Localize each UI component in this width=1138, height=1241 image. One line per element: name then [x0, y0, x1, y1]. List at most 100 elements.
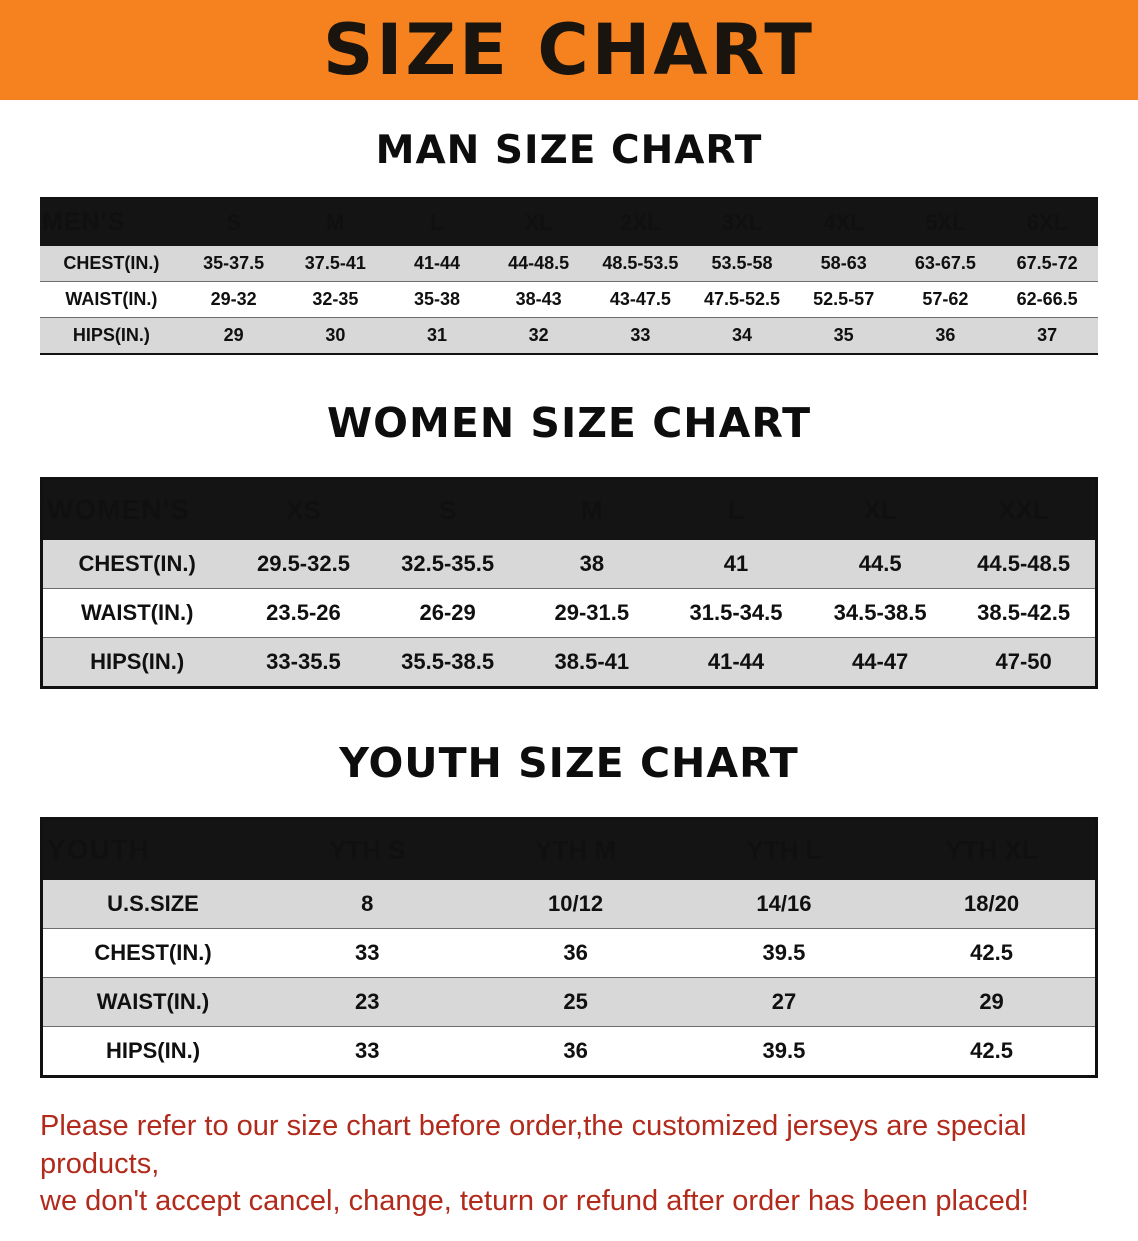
row-label-cell: U.S.SIZE [107, 891, 199, 916]
value-cell: 33 [630, 325, 651, 345]
row-label-cell: HIPS(IN.) [90, 649, 185, 674]
size-header-cell: S [438, 494, 457, 525]
value-cell: 53.5-58 [711, 253, 773, 273]
table-header-row: YOUTH YTH S YTH M YTH L YTH XL [41, 818, 1097, 880]
size-header-cell: XL [524, 209, 553, 235]
value-cell: 29 [223, 325, 244, 345]
men-size-table: MEN'S S M L XL 2XL 3XL 4XL 5XL 6XL CHEST(IN.) 35-37… [40, 197, 1098, 355]
value-cell: 35-37.5 [203, 253, 265, 273]
value-cell: 32 [528, 325, 549, 345]
value-cell: 29.5-32.5 [256, 551, 350, 576]
table-row: HIPS(IN.) 29 30 31 32 33 34 35 36 37 [40, 317, 1098, 354]
value-cell: 35 [833, 325, 854, 345]
value-cell: 39.5 [762, 940, 806, 965]
value-cell: 44-47 [852, 649, 909, 674]
value-cell: 25 [563, 989, 588, 1014]
value-cell: 34 [732, 325, 753, 345]
row-label-cell: WAIST(IN.) [65, 289, 158, 309]
size-chart-banner: SIZE CHART [0, 0, 1138, 100]
size-table: MEN'S S M L XL 2XL 3XL 4XL 5XL 6XL CHEST(IN.) 35-37… [40, 197, 1098, 355]
value-cell: 29-32 [210, 289, 257, 309]
value-cell: 63-67.5 [914, 253, 976, 273]
value-cell: 32.5-35.5 [401, 551, 495, 576]
value-cell: 43-47.5 [609, 289, 671, 309]
value-cell: 35.5-38.5 [401, 649, 495, 674]
value-cell: 38-43 [515, 289, 562, 309]
value-cell: 10/12 [548, 891, 604, 916]
size-header-cell: 2XL [620, 209, 661, 235]
row-label-cell: WAIST(IN.) [80, 600, 194, 625]
size-header-cell: L [430, 209, 444, 235]
size-header-cell: S [226, 209, 241, 235]
disclaimer-line-2: we don't accept cancel, change, teturn o… [40, 1185, 1029, 1218]
value-cell: 41-44 [413, 253, 461, 273]
size-header-cell: XXL [998, 494, 1049, 525]
value-cell: 34.5-38.5 [833, 600, 927, 625]
value-cell: 33 [354, 940, 380, 965]
table-title-cell: YOUTH [47, 834, 150, 865]
women-size-table: WOMEN'S XS S M L XL XXL CHEST(IN.) 29.5-32.5 32.5… [40, 477, 1098, 689]
table-row: CHEST(IN.) 29.5-32.5 32.5-35.5 38 41 44.5 44.5… [41, 540, 1097, 589]
value-cell: 31 [426, 325, 448, 345]
disclaimer-text: Please refer to our size chart before or… [40, 1108, 1098, 1221]
size-header-cell: YTH XL [945, 834, 1038, 865]
table-row: WAIST(IN.) 29-32 32-35 35-38 38-43 43-47.5 47.… [40, 281, 1098, 318]
value-cell: 32-35 [312, 289, 359, 309]
value-cell: 57-62 [922, 289, 969, 309]
value-cell: 23 [354, 989, 380, 1014]
row-label-cell: HIPS(IN.) [72, 325, 150, 345]
value-cell: 41-44 [707, 649, 765, 674]
table-title-cell: MEN'S [42, 208, 126, 236]
value-cell: 41 [723, 551, 749, 576]
value-cell: 44.5 [858, 551, 902, 576]
value-cell: 37 [1037, 325, 1058, 345]
value-cell: 29 [979, 989, 1004, 1014]
table-row: CHEST(IN.) 33 36 39.5 42.5 [41, 928, 1097, 978]
table-row: CHEST(IN.) 35-37.5 37.5-41 41-44 44-48.5 48.5… [40, 246, 1098, 282]
table-row: HIPS(IN.) 33-35.5 35.5-38.5 38.5-41 41-44 44-… [41, 637, 1097, 688]
size-header-cell: 4XL [823, 209, 864, 235]
youth-section-heading: YOUTH SIZE CHART [339, 739, 799, 787]
value-cell: 33 [354, 1038, 380, 1063]
value-cell: 29-31.5 [554, 600, 630, 625]
value-cell: 44.5-48.5 [977, 551, 1071, 576]
size-header-cell: M [580, 494, 603, 525]
value-cell: 44-48.5 [508, 253, 570, 273]
disclaimer-line-1: Please refer to our size chart before or… [40, 1110, 1027, 1180]
value-cell: 37.5-41 [304, 253, 366, 273]
youth-size-table: YOUTH YTH S YTH M YTH L YTH XL U.S.SIZE 8 10/12… [40, 817, 1098, 1078]
table-title-cell: WOMEN'S [47, 494, 190, 525]
value-cell: 52.5-57 [813, 289, 875, 309]
table-header-row: WOMEN'S XS S M L XL XXL [41, 478, 1097, 540]
value-cell: 31.5-34.5 [689, 600, 783, 625]
value-cell: 8 [361, 891, 374, 916]
value-cell: 38.5-41 [554, 649, 630, 674]
size-header-cell: XS [286, 494, 321, 525]
size-table: WOMEN'S XS S M L XL XXL CHEST(IN.) 29.5-32.5 32.5… [40, 477, 1098, 689]
value-cell: 35-38 [413, 289, 461, 309]
table-row: WAIST(IN.) 23 25 27 29 [41, 977, 1097, 1027]
value-cell: 36 [935, 325, 956, 345]
value-cell: 42.5 [970, 1038, 1013, 1063]
table-row: HIPS(IN.) 33 36 39.5 42.5 [41, 1026, 1097, 1077]
page-title: SIZE CHART [322, 9, 816, 91]
value-cell: 67.5-72 [1016, 253, 1078, 273]
row-label-cell: HIPS(IN.) [105, 1038, 201, 1063]
man-section-heading: MAN SIZE CHART [375, 128, 763, 173]
value-cell: 27 [771, 989, 797, 1014]
row-label-cell: WAIST(IN.) [96, 989, 210, 1014]
value-cell: 18/20 [964, 891, 1020, 916]
value-cell: 38 [579, 551, 605, 576]
size-table: YOUTH YTH S YTH M YTH L YTH XL U.S.SIZE 8 10/12… [40, 817, 1098, 1078]
size-header-cell: 6XL [1026, 209, 1068, 235]
row-label-cell: CHEST(IN.) [78, 551, 196, 576]
value-cell: 48.5-53.5 [602, 253, 679, 273]
table-header-row: MEN'S S M L XL 2XL 3XL 4XL 5XL 6XL [40, 198, 1098, 246]
value-cell: 33-35.5 [266, 649, 341, 674]
value-cell: 42.5 [970, 940, 1013, 965]
size-header-cell: XL [863, 494, 897, 525]
value-cell: 58-63 [820, 253, 867, 273]
value-cell: 30 [325, 325, 346, 345]
value-cell: 36 [563, 1038, 588, 1063]
value-cell: 26-29 [419, 600, 476, 625]
